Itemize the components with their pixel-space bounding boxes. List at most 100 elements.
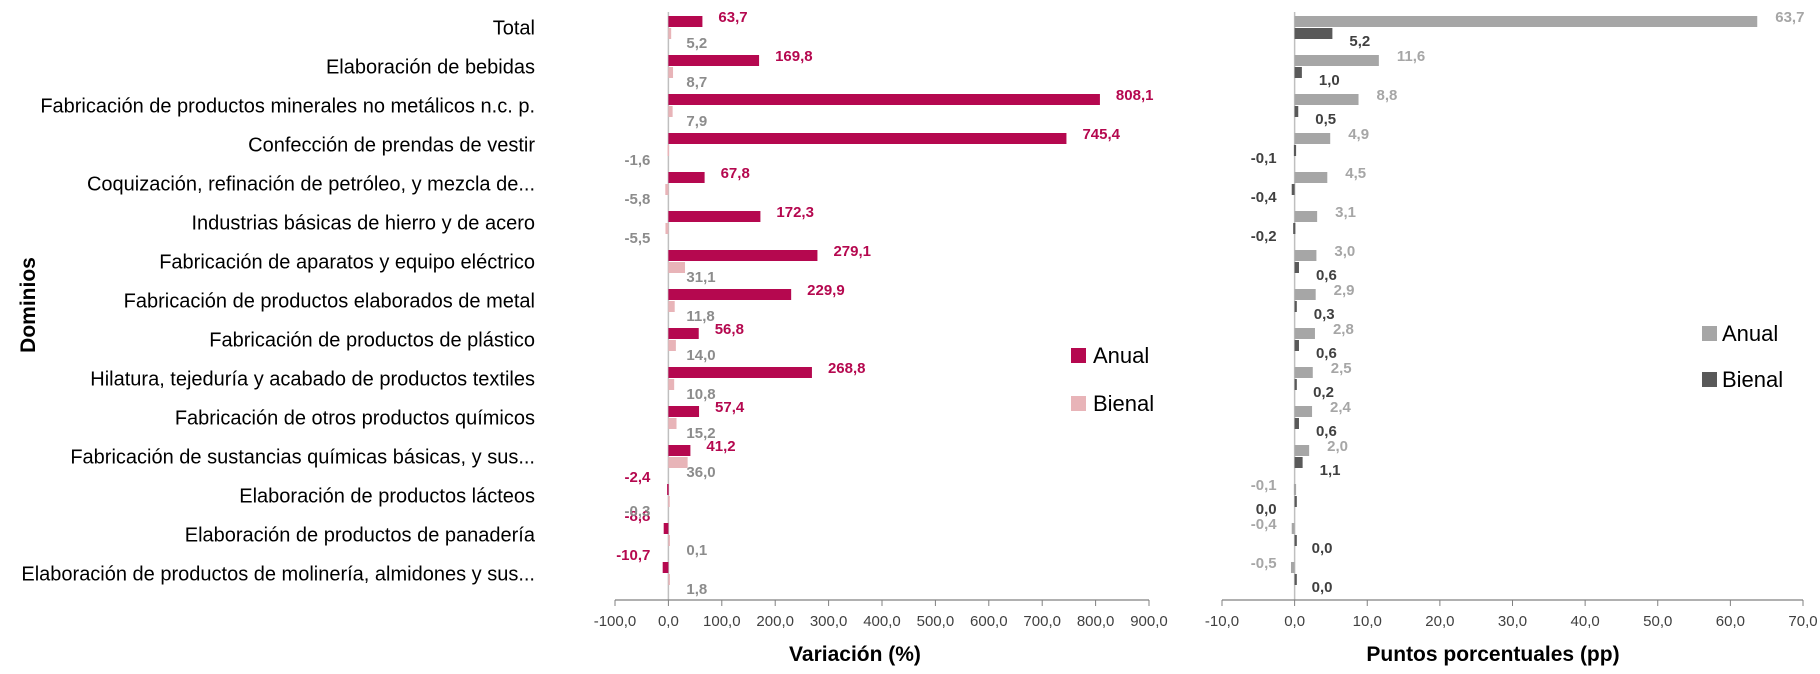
bar-anual (668, 406, 700, 417)
bar-bienal (1294, 301, 1297, 312)
bar-bienal (668, 28, 672, 39)
data-label-bienal: -5,5 (625, 230, 651, 247)
category-label: Fabricación de sustancias químicas básic… (70, 447, 535, 469)
bar-bienal (668, 301, 675, 312)
x-axis-title: Variación (%) (789, 643, 921, 666)
data-label-bienal: 0,1 (686, 542, 707, 559)
data-label-anual: 57,4 (715, 399, 745, 416)
x-tick-label: 500,0 (917, 613, 955, 630)
bar-anual (668, 289, 792, 300)
bar-anual (663, 523, 669, 534)
bar-anual (1294, 367, 1313, 378)
data-label-bienal: 11,8 (686, 308, 714, 325)
bar-bienal (1293, 223, 1296, 234)
bar-anual (668, 211, 761, 222)
data-label-bienal: 1,1 (1320, 462, 1341, 479)
data-label-anual: 2,8 (1333, 321, 1354, 338)
data-label-anual: 8,8 (1377, 87, 1398, 104)
data-label-anual: 63,7 (1775, 9, 1804, 26)
bar-bienal (665, 223, 669, 234)
data-label-anual: 56,8 (715, 321, 744, 338)
data-label-anual: 2,5 (1331, 360, 1352, 377)
data-label-bienal: 7,9 (686, 113, 707, 130)
bar-bienal (668, 535, 670, 546)
x-tick-label: 900,0 (1130, 613, 1168, 630)
data-label-anual: 3,1 (1335, 204, 1356, 221)
data-label-anual: 745,4 (1082, 126, 1120, 143)
data-label-anual: 2,0 (1327, 438, 1348, 455)
x-tick-label: 60,0 (1716, 613, 1745, 630)
bar-bienal (1293, 145, 1297, 156)
category-label: Fabricación de productos elaborados de m… (124, 291, 535, 313)
bar-anual (1290, 562, 1295, 573)
bar-bienal (1294, 262, 1299, 273)
category-label: Elaboración de productos lácteos (239, 486, 535, 508)
bar-bienal (668, 457, 688, 468)
bar-anual (1294, 328, 1315, 339)
x-tick-label: 800,0 (1077, 613, 1115, 630)
legend-label-bienal: Bienal (1722, 367, 1783, 392)
data-label-bienal: -5,8 (625, 191, 651, 208)
data-label-anual: 229,9 (807, 282, 845, 299)
legend-swatch-anual (1702, 326, 1717, 341)
data-label-anual: -0,5 (1251, 555, 1277, 572)
bar-anual (1294, 55, 1379, 66)
category-label: Confección de prendas de vestir (248, 135, 535, 157)
data-label-anual: 279,1 (833, 243, 871, 260)
bar-anual (1294, 133, 1331, 144)
bar-anual (1294, 94, 1359, 105)
category-label: Fabricación de productos de plástico (209, 330, 535, 352)
bar-anual (668, 445, 691, 456)
bar-bienal (1294, 535, 1297, 546)
data-label-bienal: 5,2 (686, 35, 707, 52)
legend-swatch-bienal (1702, 372, 1717, 387)
x-tick-label: 200,0 (756, 613, 794, 630)
data-label-bienal: 0,6 (1316, 267, 1337, 284)
legend-swatch-anual (1071, 348, 1086, 363)
legend-label-bienal: Bienal (1093, 391, 1154, 416)
data-label-anual: 2,4 (1330, 399, 1352, 416)
data-label-bienal: 0,0 (1312, 540, 1333, 557)
data-label-anual: -0,4 (1251, 516, 1278, 533)
data-label-bienal: -0,2 (1251, 228, 1277, 245)
bar-anual (667, 484, 669, 495)
data-label-anual: 169,8 (775, 48, 813, 65)
bar-anual (1294, 406, 1313, 417)
data-label-bienal: -0,3 (625, 503, 651, 520)
x-tick-label: 700,0 (1023, 613, 1061, 630)
category-label: Total (493, 18, 535, 40)
data-label-bienal: 14,0 (686, 347, 715, 364)
bar-anual (1294, 289, 1316, 300)
data-label-bienal: 0,5 (1315, 111, 1336, 128)
data-label-anual: -0,1 (1251, 477, 1277, 494)
data-label-anual: 3,0 (1334, 243, 1355, 260)
bar-anual (668, 16, 703, 27)
x-tick-label: 30,0 (1498, 613, 1527, 630)
bar-anual (1294, 16, 1758, 27)
bar-anual (668, 172, 705, 183)
x-tick-label: 10,0 (1353, 613, 1382, 630)
bar-anual (1293, 484, 1297, 495)
bar-bienal (668, 379, 675, 390)
data-label-anual: 808,1 (1116, 87, 1154, 104)
data-label-anual: 41,2 (706, 438, 735, 455)
data-label-anual: 4,9 (1348, 126, 1369, 143)
x-tick-label: -100,0 (594, 613, 637, 630)
data-label-anual: 2,9 (1334, 282, 1355, 299)
category-label: Elaboración de bebidas (326, 57, 535, 79)
bar-bienal (1294, 28, 1333, 39)
data-label-anual: -10,7 (616, 547, 650, 564)
bar-bienal (1294, 106, 1299, 117)
bar-bienal (668, 262, 686, 273)
x-tick-label: 300,0 (810, 613, 848, 630)
data-label-anual: 11,6 (1397, 48, 1425, 65)
bar-anual (1294, 172, 1328, 183)
bar-bienal (665, 184, 669, 195)
data-label-anual: 67,8 (721, 165, 750, 182)
bar-anual (1291, 523, 1295, 534)
bar-bienal (668, 67, 674, 78)
bar-anual (668, 55, 760, 66)
bar-anual (668, 250, 818, 261)
data-label-bienal: -1,6 (625, 152, 651, 169)
